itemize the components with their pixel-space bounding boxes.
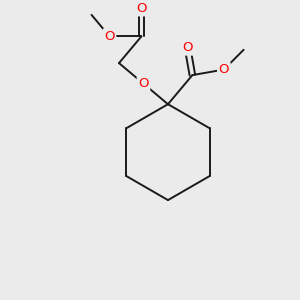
Text: O: O [104, 30, 115, 43]
Text: O: O [138, 77, 149, 90]
Text: O: O [219, 63, 229, 76]
Text: O: O [136, 2, 147, 15]
Text: O: O [182, 41, 193, 54]
